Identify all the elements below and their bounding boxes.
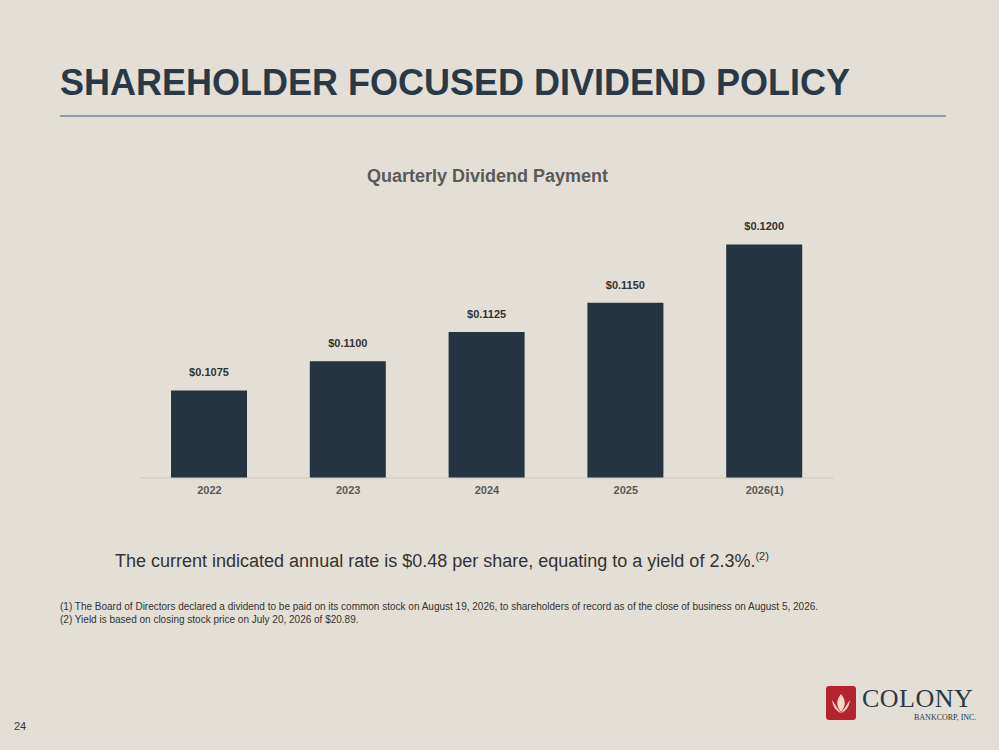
- svg-text:2022: 2022: [197, 484, 221, 496]
- html-text:The current indicated annual r: The current indicated annual rate is $0.…: [115, 550, 769, 571]
- html-text:COLONY: COLONY: [862, 684, 974, 713]
- svg-text:$0.1125: $0.1125: [467, 308, 506, 320]
- html-text:(1) The Board of Directors dec: (1) The Board of Directors declared a di…: [60, 601, 818, 612]
- html-text:SHAREHOLDER FOCUSED DIVIDEND P: SHAREHOLDER FOCUSED DIVIDEND POLICY: [60, 62, 851, 103]
- svg-text:$0.1200: $0.1200: [744, 220, 784, 232]
- svg-text:$0.1100: $0.1100: [328, 337, 367, 349]
- svg-text:$0.1150: $0.1150: [606, 279, 645, 291]
- svg-text:2025: 2025: [614, 484, 638, 496]
- svg-text:2026(1): 2026(1): [746, 484, 784, 496]
- html-text:Quarterly Dividend Payment: Quarterly Dividend Payment: [367, 166, 608, 186]
- svg-text:2023: 2023: [336, 484, 360, 496]
- html-text:BANKCORP, INC.: BANKCORP, INC.: [914, 713, 977, 722]
- html-text:(2) Yield is based on closing: (2) Yield is based on closing stock pric…: [60, 614, 359, 625]
- html-text:24: 24: [14, 720, 27, 732]
- svg-text:2024: 2024: [475, 484, 500, 496]
- svg-text:$0.1075: $0.1075: [189, 366, 229, 378]
